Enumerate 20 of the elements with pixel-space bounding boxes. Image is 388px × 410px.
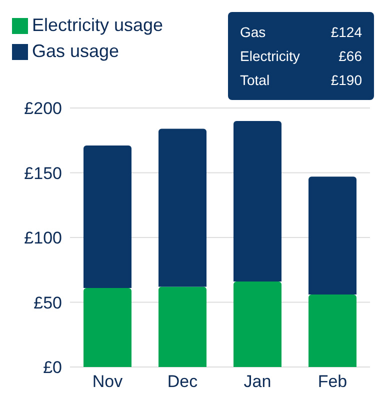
bar	[158, 128, 206, 287]
legend-label: Electricity usage	[32, 15, 164, 35]
bar	[84, 288, 132, 367]
bar	[308, 176, 356, 294]
x-tick-label: Feb	[318, 372, 348, 392]
y-tick-label: £100	[24, 228, 62, 248]
y-tick-label: £0	[43, 358, 62, 378]
bar	[84, 146, 132, 288]
x-tick-label: Dec	[167, 372, 198, 392]
bar	[234, 120, 282, 282]
y-tick-label: £50	[34, 293, 62, 312]
bar	[234, 282, 282, 367]
legend-label: Gas usage	[32, 41, 120, 61]
x-tick-label: Nov	[92, 372, 124, 392]
bar	[158, 286, 206, 367]
tooltip-box: Gas £124 Electricity £66 Total £190	[228, 12, 374, 100]
y-tick-label: £150	[24, 164, 62, 183]
x-tick-label: Jan	[244, 372, 272, 392]
y-tick-label: £200	[24, 99, 62, 118]
bar	[308, 294, 356, 367]
